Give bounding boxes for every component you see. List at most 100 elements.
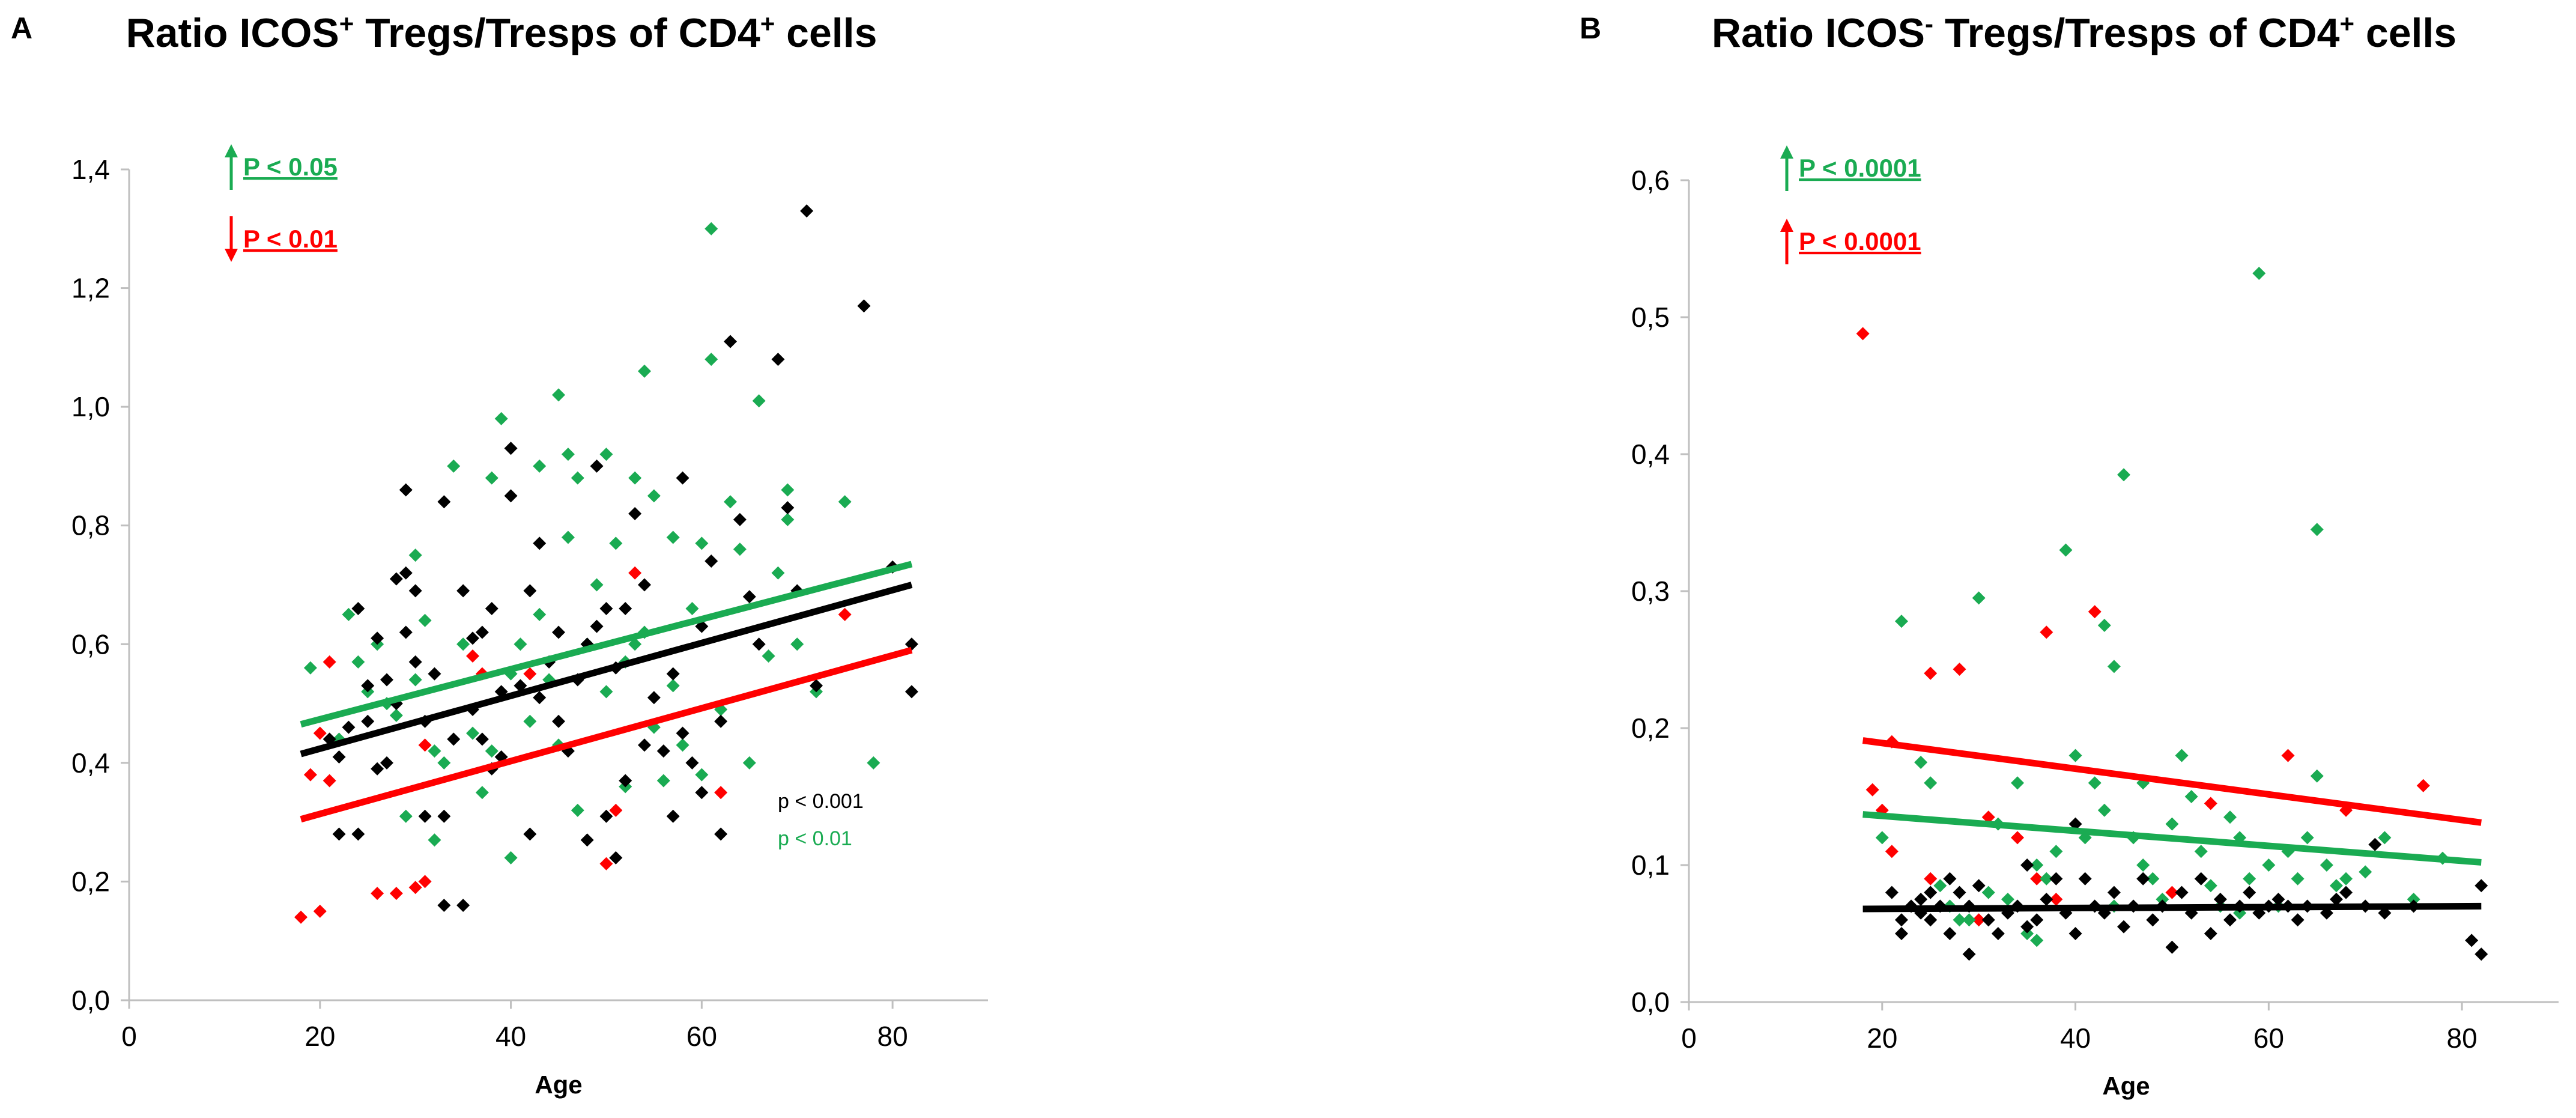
data-point-black bbox=[1943, 927, 1957, 940]
data-point-green bbox=[428, 744, 441, 758]
trendline-red bbox=[1862, 737, 2482, 826]
panel-b: B Ratio ICOS- Tregs/Tresps of CD4+ cells… bbox=[1580, 10, 2559, 1100]
data-point-green bbox=[2300, 831, 2314, 845]
data-point-green bbox=[571, 471, 584, 485]
data-point-black bbox=[2271, 893, 2285, 906]
data-point-green bbox=[1875, 831, 1889, 845]
data-point-green bbox=[666, 530, 680, 544]
data-point-green bbox=[2097, 803, 2111, 817]
data-point-black bbox=[590, 619, 604, 633]
data-point-black bbox=[361, 679, 375, 693]
trendline-green bbox=[300, 561, 913, 728]
data-point-black bbox=[647, 691, 661, 705]
data-point-black bbox=[1962, 947, 1976, 961]
data-point-black bbox=[609, 851, 623, 864]
data-point-green bbox=[2030, 934, 2044, 947]
data-point-green bbox=[2204, 879, 2217, 893]
y-tick-label: 0,3 bbox=[1631, 576, 1670, 607]
data-point-green bbox=[504, 851, 518, 864]
data-point-green bbox=[2329, 879, 2343, 893]
annotations-b: P < 0.0001 P < 0.0001 bbox=[1780, 145, 1921, 264]
data-point-green bbox=[2011, 776, 2025, 790]
y-tick-label: 0,2 bbox=[1631, 712, 1670, 744]
x-tick-label: 40 bbox=[496, 1021, 526, 1052]
data-point-black bbox=[781, 501, 795, 515]
data-point-black bbox=[638, 738, 651, 752]
panel-a: A Ratio ICOS+ Tregs/Tresps of CD4+ cells… bbox=[11, 10, 988, 1099]
data-point-red bbox=[628, 566, 642, 580]
data-point-red bbox=[2011, 831, 2025, 845]
data-point-green bbox=[2146, 872, 2160, 886]
data-point-black bbox=[2368, 837, 2382, 851]
data-point-green bbox=[781, 512, 795, 526]
data-point-green bbox=[867, 756, 880, 770]
data-point-black bbox=[399, 566, 413, 580]
data-point-black bbox=[1885, 886, 1899, 899]
data-point-green bbox=[2194, 845, 2208, 858]
data-point-green bbox=[389, 708, 403, 722]
data-point-green bbox=[599, 448, 613, 461]
data-point-red bbox=[2165, 886, 2179, 899]
data-point-black bbox=[656, 744, 670, 758]
data-point-black bbox=[408, 655, 422, 669]
data-point-black bbox=[905, 685, 918, 699]
annotations-a: P < 0.05 P < 0.01 p < 0.001 p < 0.01 bbox=[225, 144, 864, 850]
significance-label: P < 0.05 bbox=[243, 153, 338, 181]
data-point-green bbox=[838, 495, 852, 509]
x-axis-label-a: Age bbox=[535, 1071, 582, 1099]
data-point-black bbox=[2068, 927, 2082, 940]
x-tick-label: 80 bbox=[2447, 1022, 2478, 1054]
axes-a: 0,0 0,2 0,4 0,6 0,8 1,0 1,2 1,4 0 20 40 60 80 bbox=[71, 154, 988, 1052]
data-point-red bbox=[418, 738, 432, 752]
trendline-green bbox=[1862, 811, 2482, 866]
data-point-green bbox=[428, 833, 441, 847]
data-point-black bbox=[2107, 886, 2121, 899]
data-point-black bbox=[332, 750, 346, 764]
data-point-green bbox=[656, 774, 670, 788]
data-point-black bbox=[485, 602, 499, 616]
data-point-green bbox=[2040, 872, 2053, 886]
data-point-black bbox=[2146, 913, 2160, 927]
data-point-black bbox=[1981, 913, 1995, 927]
data-point-red bbox=[1924, 666, 1938, 680]
data-point-black bbox=[742, 590, 756, 604]
data-point-red bbox=[408, 881, 422, 895]
data-point-black bbox=[523, 584, 537, 598]
data-point-green bbox=[781, 483, 795, 497]
data-point-black bbox=[2291, 913, 2305, 927]
y-tick-label: 0,0 bbox=[71, 985, 110, 1016]
data-point-black bbox=[1953, 886, 1966, 899]
data-point-green bbox=[1933, 879, 1947, 893]
data-point-red bbox=[1856, 327, 1870, 341]
data-point-black bbox=[1943, 872, 1957, 886]
data-point-green bbox=[2165, 817, 2179, 831]
data-point-green bbox=[408, 548, 422, 562]
significance-label: P < 0.0001 bbox=[1799, 154, 1921, 182]
trendlines-b bbox=[1862, 737, 2482, 913]
data-point-black bbox=[1894, 913, 1908, 927]
data-point-green bbox=[609, 536, 623, 550]
data-point-black bbox=[695, 786, 709, 800]
data-point-green bbox=[666, 679, 680, 693]
data-point-green bbox=[408, 673, 422, 687]
data-point-black bbox=[685, 756, 699, 770]
significance-label: P < 0.0001 bbox=[1799, 227, 1921, 255]
data-point-black bbox=[437, 809, 451, 823]
x-tick-label: 0 bbox=[121, 1021, 137, 1052]
data-point-red bbox=[2049, 893, 2063, 906]
x-tick-label: 40 bbox=[2060, 1022, 2091, 1054]
data-point-green bbox=[475, 786, 489, 800]
data-point-green bbox=[2059, 543, 2073, 557]
data-point-black bbox=[533, 691, 547, 705]
data-point-red bbox=[2204, 797, 2217, 810]
x-tick-label: 80 bbox=[877, 1021, 908, 1052]
data-point-black bbox=[447, 732, 461, 746]
data-point-green bbox=[2262, 858, 2276, 872]
data-point-green bbox=[2097, 619, 2111, 632]
p-value-note: p < 0.001 bbox=[778, 790, 864, 813]
data-point-black bbox=[628, 506, 642, 520]
data-point-green bbox=[342, 607, 356, 621]
data-point-green bbox=[2117, 468, 2130, 482]
data-point-red bbox=[2088, 605, 2102, 619]
